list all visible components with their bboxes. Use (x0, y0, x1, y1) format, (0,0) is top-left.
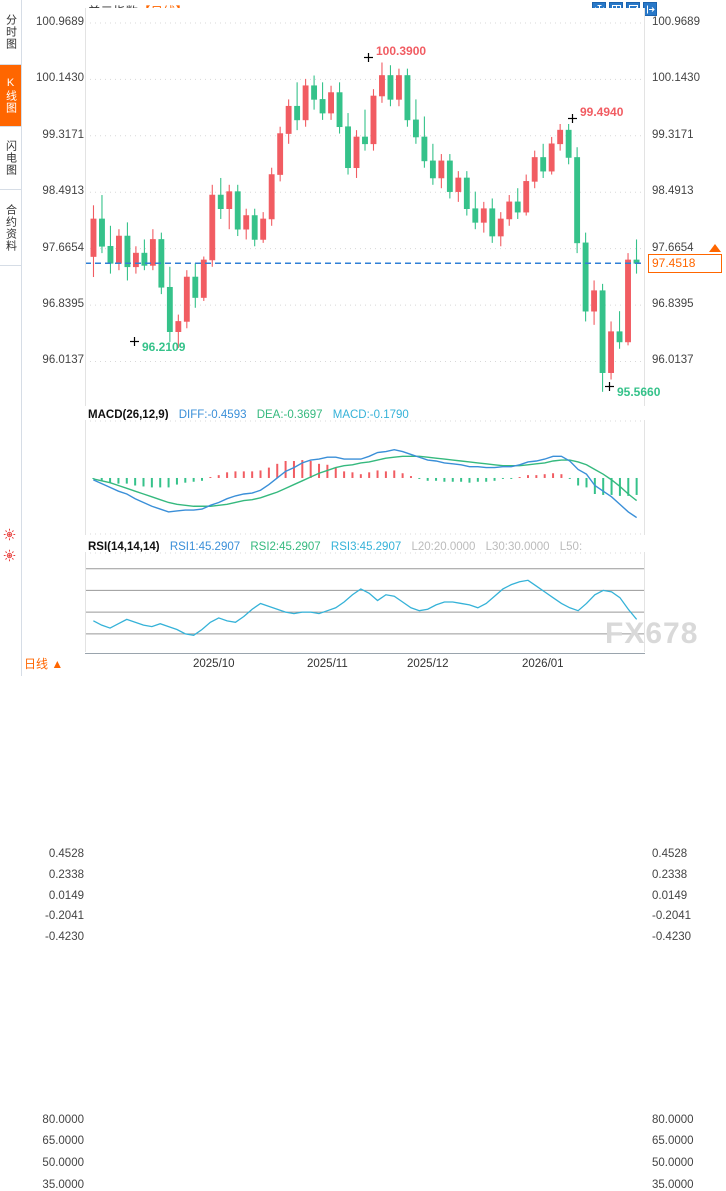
rsi-settings-icon[interactable] (3, 549, 16, 562)
price-ytick-5: 96.8395 (42, 298, 84, 311)
rsi-ytick-3: 35.0000 (42, 1178, 84, 1191)
rsi-ytick-0: 80.0000 (652, 1113, 694, 1126)
rsi-axis-left: 80.0000 65.0000 50.0000 35.0000 (22, 552, 84, 1191)
price-ytick-4: 97.6654 (652, 241, 694, 254)
period-toggle[interactable]: 日线 ▲ (24, 657, 64, 671)
rsi1-value: RSI1:45.2907 (169, 541, 241, 553)
x-axis-tick-0: 2025/10 (193, 658, 235, 670)
rsi-ytick-1: 65.0000 (652, 1135, 694, 1148)
rsi-ytick-2: 50.0000 (42, 1157, 84, 1170)
annotation-high-2: 99.4940 (580, 105, 624, 119)
current-price-arrow-icon (709, 244, 721, 253)
price-ytick-6: 96.0137 (42, 354, 84, 367)
rsi2-value: RSI2:45.2907 (250, 541, 321, 553)
price-ytick-0: 100.9689 (36, 15, 84, 28)
macd-ytick-0: 0.4528 (652, 848, 688, 861)
rsi-ytick-3: 35.0000 (652, 1178, 694, 1191)
price-ytick-3: 98.4913 (42, 185, 84, 198)
sidebar-item-lightning[interactable]: 闪电图 (0, 127, 21, 190)
sidebar-item-intraday[interactable]: 分时图 (0, 0, 21, 65)
macd-plot[interactable] (85, 420, 645, 535)
macd-ytick-1: 0.2338 (48, 868, 84, 881)
price-panel-frame (85, 8, 645, 406)
rsi-l50-value: L50: (559, 541, 583, 553)
annotation-high-1-marker-icon (364, 53, 373, 62)
macd-diff-value: DIFF:-0.4593 (178, 409, 247, 421)
rsi-title: RSI(14,14,14) (88, 541, 160, 553)
price-axis-left: 100.9689 100.1430 99.3171 98.4913 97.6654 96.… (22, 0, 84, 410)
macd-settings-icon[interactable] (3, 528, 16, 541)
x-axis: 2025/10 2025/11 2025/12 2026/01 (85, 653, 645, 677)
macd-ytick-2: 0.0149 (652, 889, 688, 902)
sidebar-item-lightning-label: 闪电图 (4, 140, 17, 176)
rsi-ytick-0: 80.0000 (42, 1113, 84, 1126)
sidebar-item-contract-info[interactable]: 合约资料 (0, 190, 21, 266)
sidebar-item-intraday-label: 分时图 (4, 14, 17, 50)
price-ytick-2: 99.3171 (42, 128, 84, 141)
left-sidebar: 分时图 K线图 闪电图 合约资料 (0, 0, 22, 676)
macd-axis-left: 0.4528 0.2338 0.0149 -0.2041 -0.4230 (22, 420, 84, 943)
sidebar-item-kline-label: K线图 (4, 77, 17, 114)
rsi-l20-value: L20:20.0000 (411, 541, 476, 553)
macd-ytick-4: -0.4230 (652, 930, 692, 943)
macd-dea-value: DEA:-0.3697 (256, 409, 323, 421)
sidebar-item-kline[interactable]: K线图 (0, 65, 21, 127)
macd-ytick-3: -0.2041 (44, 910, 84, 923)
price-ytick-4: 97.6654 (42, 241, 84, 254)
rsi-ytick-1: 65.0000 (42, 1135, 84, 1148)
rsi-plot[interactable] (85, 552, 645, 652)
macd-title: MACD(26,12,9) (88, 409, 169, 421)
current-price-tag: 97.4518 (648, 254, 722, 274)
rsi-l30-value: L30:30.0000 (485, 541, 550, 553)
candlestick-plot[interactable] (85, 8, 645, 406)
price-ytick-0: 100.9689 (652, 15, 700, 28)
x-axis-tick-2: 2025/12 (407, 658, 449, 670)
rsi-panel-frame (85, 552, 645, 652)
rsi3-value: RSI3:45.2907 (330, 541, 402, 553)
price-ytick-1: 100.1430 (36, 72, 84, 85)
annotation-low-2: 95.5660 (617, 385, 661, 399)
annotation-high-2-marker-icon (568, 114, 577, 123)
macd-ytick-4: -0.4230 (44, 930, 84, 943)
price-ytick-3: 98.4913 (652, 185, 694, 198)
macd-panel-frame (85, 420, 645, 535)
rsi-chart-panel[interactable] (85, 552, 645, 652)
price-axis-right: 100.9689 100.1430 99.3171 98.4913 97.6654 96.… (648, 0, 720, 410)
macd-legend: MACD(26,12,9) DIFF:-0.4593 DEA:-0.3697 M… (88, 409, 409, 421)
macd-macd-value: MACD:-0.1790 (332, 409, 409, 421)
rsi-legend: RSI(14,14,14) RSI1:45.2907 RSI2:45.2907 … (88, 541, 582, 553)
annotation-high-1: 100.3900 (376, 44, 427, 58)
annotation-low-1: 96.2109 (142, 340, 186, 354)
x-axis-tick-3: 2026/01 (522, 658, 564, 670)
rsi-ytick-2: 50.0000 (652, 1157, 694, 1170)
x-axis-tick-1: 2025/11 (307, 658, 348, 670)
macd-ytick-0: 0.4528 (48, 848, 84, 861)
price-chart-panel[interactable] (85, 8, 645, 406)
macd-axis-right: 0.4528 0.2338 0.0149 -0.2041 -0.4230 (648, 420, 720, 943)
price-ytick-2: 99.3171 (652, 128, 694, 141)
rsi-axis-right: 80.0000 65.0000 50.0000 35.0000 (648, 552, 720, 1191)
macd-chart-panel[interactable] (85, 420, 645, 535)
macd-ytick-1: 0.2338 (652, 868, 688, 881)
sidebar-item-contract-info-label: 合约资料 (4, 203, 17, 252)
price-ytick-1: 100.1430 (652, 72, 700, 85)
price-ytick-5: 96.8395 (652, 298, 694, 311)
macd-ytick-3: -0.2041 (652, 910, 692, 923)
annotation-low-1-marker-icon (130, 337, 139, 346)
price-ytick-6: 96.0137 (652, 354, 694, 367)
annotation-low-2-marker-icon (605, 382, 614, 391)
macd-ytick-2: 0.0149 (48, 889, 84, 902)
